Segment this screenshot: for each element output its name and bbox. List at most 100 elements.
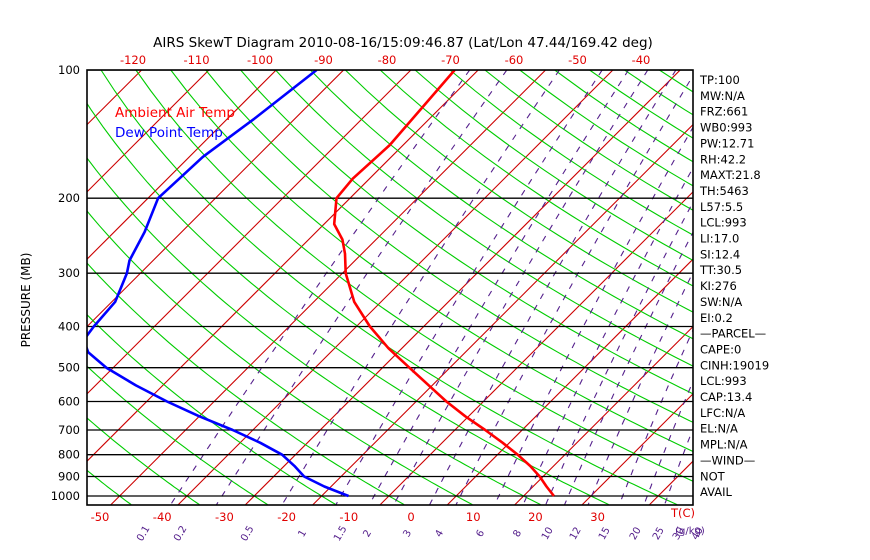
dry-adiabat-line xyxy=(87,313,337,505)
parameter-item: CAPE:0 xyxy=(700,342,741,356)
parameter-item: AVAIL xyxy=(700,485,733,499)
dry-adiabat-line xyxy=(379,70,693,287)
mixing-ratio-line xyxy=(618,328,693,505)
mixing-ratio-line xyxy=(393,70,649,505)
mixing-ratio-line xyxy=(368,70,629,505)
isotherm-line xyxy=(312,123,693,505)
ambient-temp-profile xyxy=(332,70,555,497)
mixing-ratio-line xyxy=(169,70,471,505)
dry-adiabat-line xyxy=(310,70,693,340)
pressure-tick: 300 xyxy=(58,266,80,280)
mixing-ratio-line xyxy=(215,70,508,505)
isotherm-line xyxy=(177,70,614,505)
mixing-ratio-tick: 2 xyxy=(361,528,374,539)
page-title: AIRS SkewT Diagram 2010-08-16/15:09:46.8… xyxy=(153,35,653,51)
mixing-ratio-tick: 0.5 xyxy=(239,524,256,543)
dry-adiabat-line xyxy=(135,70,693,482)
plot-frame xyxy=(86,69,694,506)
parameter-item: LCL:993 xyxy=(700,374,747,388)
top-temp-tick: -60 xyxy=(505,53,524,67)
dry-adiabat-line xyxy=(87,417,200,505)
pressure-tick: 800 xyxy=(58,448,80,462)
mixing-ratio-tick: 1 xyxy=(296,528,309,539)
grid-layer xyxy=(0,70,870,505)
pressure-tick: 200 xyxy=(58,191,80,205)
isotherm-line xyxy=(851,70,870,505)
pressure-tick: 500 xyxy=(58,361,80,375)
parameter-item: EL:N/A xyxy=(700,422,738,436)
bottom-temp-tick: 30 xyxy=(590,510,605,524)
dry-adiabat-line xyxy=(100,70,678,505)
dry-adiabat-line xyxy=(275,70,693,367)
dry-adiabat-line xyxy=(87,365,268,505)
mixing-ratio-tick: 4 xyxy=(433,528,446,539)
top-temp-tick: -70 xyxy=(441,53,460,67)
dry-adiabat-line xyxy=(240,70,693,395)
mixing-ratio-tick: 15 xyxy=(597,525,613,542)
mixing-ratio-line xyxy=(281,70,560,505)
dry-adiabat-line xyxy=(87,102,610,505)
parameter-item: —WIND— xyxy=(700,453,755,467)
parameter-item: WB0:993 xyxy=(700,121,752,135)
isotherm-line xyxy=(784,70,870,505)
top-temp-tick: -90 xyxy=(314,53,333,67)
top-temp-tick: -80 xyxy=(378,53,397,67)
pressure-tick: 1000 xyxy=(51,489,80,503)
dry-adiabat-line xyxy=(87,262,405,505)
parameter-item: L57:5.5 xyxy=(700,200,743,214)
parameter-item: RH:42.2 xyxy=(700,152,746,166)
mixing-ratio-line xyxy=(335,70,603,505)
mixing-ratio-tick: 25 xyxy=(651,525,667,542)
isotherm-line xyxy=(110,70,546,505)
bottom-temp-tick: 0 xyxy=(407,510,414,524)
dry-adiabat-line xyxy=(205,70,693,423)
dry-adiabat-line xyxy=(87,157,541,505)
dry-adiabat-line xyxy=(344,70,693,313)
parameter-item: TH:5463 xyxy=(699,184,749,198)
mixing-ratio-line xyxy=(455,74,693,505)
pressure-tick: 700 xyxy=(58,423,80,437)
top-temp-tick: -110 xyxy=(183,53,209,67)
mixing-ratio-line xyxy=(494,126,693,505)
parameter-item: MAXT:21.8 xyxy=(700,168,761,182)
pressure-tick: 100 xyxy=(58,63,80,77)
parameter-item: MPL:N/A xyxy=(700,438,748,452)
legend-dewpoint-label: Dew Point Temp xyxy=(115,125,223,141)
isotherm-line xyxy=(87,70,479,462)
top-temp-tick: -50 xyxy=(568,53,587,67)
pressure-tick: 900 xyxy=(58,469,80,483)
mixing-ratio-tick: 6 xyxy=(474,528,487,539)
mixing-ratio-units: (g/kg) xyxy=(675,526,705,537)
legend-ambient-label: Ambient Air Temp xyxy=(115,105,235,121)
isotherm-line xyxy=(87,70,277,260)
mixing-ratio-line xyxy=(545,201,693,505)
parameter-item: CAP:13.4 xyxy=(700,390,752,404)
parameter-item: MW:N/A xyxy=(700,89,745,103)
parameter-item: FRZ:661 xyxy=(700,105,748,119)
parameter-item: LCL:993 xyxy=(700,216,747,230)
mixing-ratio-tick: 0.2 xyxy=(172,524,189,543)
isotherm-line xyxy=(514,325,693,505)
parameter-item: LFC:N/A xyxy=(700,406,745,420)
pressure-tick: 400 xyxy=(58,319,80,333)
parameter-item: KI:276 xyxy=(700,279,737,293)
isotherm-line xyxy=(446,258,693,505)
mixing-ratio-tick: 10 xyxy=(540,525,556,542)
isotherm-line xyxy=(0,70,7,505)
mixing-ratio-tick: 8 xyxy=(511,528,524,539)
mixing-ratio-tick: 20 xyxy=(628,525,644,542)
x-axis-title: T(C) xyxy=(670,506,695,520)
parameter-item: TP:100 xyxy=(699,73,740,87)
dry-adiabat-line xyxy=(170,70,693,453)
mixing-ratio-line xyxy=(663,427,693,505)
y-axis-title: PRESSURE (MB) xyxy=(19,253,33,348)
dry-adiabat-line xyxy=(87,469,132,505)
bottom-temp-tick: 20 xyxy=(528,510,543,524)
dew-point-profile xyxy=(87,70,349,498)
parameter-item: SI:12.4 xyxy=(700,247,740,261)
parameter-item: —PARCEL— xyxy=(700,327,766,341)
top-temp-tick: -40 xyxy=(632,53,651,67)
bottom-temp-tick: -20 xyxy=(277,510,296,524)
parameter-item: SW:N/A xyxy=(700,295,742,309)
